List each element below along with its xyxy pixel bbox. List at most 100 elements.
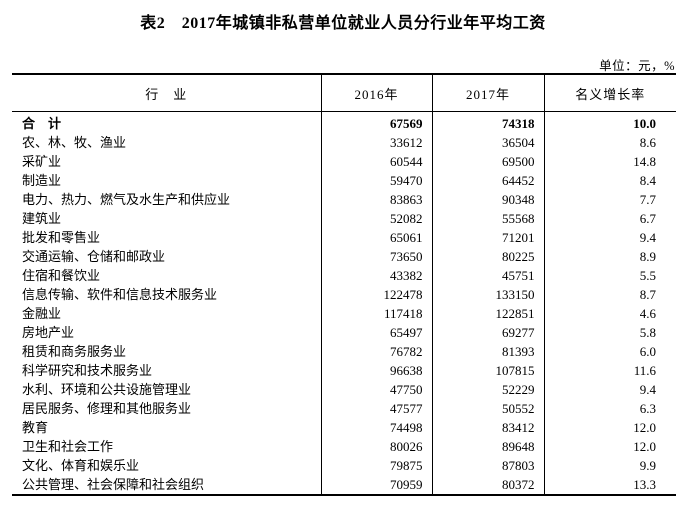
value-2016-cell: 59470 [321,171,433,190]
industry-cell: 制造业 [12,171,322,190]
value-2017-cell: 52229 [432,380,545,399]
industry-cell: 住宿和餐饮业 [12,266,322,285]
table-row: 住宿和餐饮业 43382 45751 5.5 [12,266,676,285]
industry-cell: 文化、体育和娱乐业 [12,456,322,475]
table-row: 租赁和商务服务业 76782 81393 6.0 [12,342,676,361]
value-2016-cell: 65497 [321,323,433,342]
value-2016-cell: 47577 [321,399,433,418]
value-2017-cell: 55568 [432,209,545,228]
industry-cell: 批发和零售业 [12,228,322,247]
growth-rate-cell: 6.0 [639,344,656,359]
table-body: 合 计 67569 74318 10.0 农、林、牧、渔业 33612 36504 8.6 采矿… [12,111,676,495]
growth-rate-cell: 8.9 [639,249,656,264]
value-2016-cell: 52082 [321,209,433,228]
growth-rate-cell: 5.5 [639,268,656,283]
table-row: 科学研究和技术服务业 96638 107815 11.6 [12,361,676,380]
industry-cell: 科学研究和技术服务业 [12,361,322,380]
industry-cell: 租赁和商务服务业 [12,342,322,361]
table-row: 采矿业 60544 69500 14.8 [12,152,676,171]
value-2016-cell: 70959 [321,475,433,495]
table-row: 水利、环境和公共设施管理业 47750 52229 9.4 [12,380,676,399]
wage-table: 行 业 2016年 2017年 名义增长率 合 计 67569 74318 10.0 农… [12,73,676,496]
value-2017-cell: 83412 [432,418,545,437]
value-2017-cell: 45751 [432,266,545,285]
value-2017-cell: 107815 [432,361,545,380]
industry-cell: 采矿业 [12,152,322,171]
table-row: 金融业 117418 122851 4.6 [12,304,676,323]
growth-rate-cell: 9.4 [639,230,656,245]
table-title: 表2 2017年城镇非私营单位就业人员分行业年平均工资 [140,15,546,32]
value-2017-cell: 36504 [432,133,545,152]
table-row: 卫生和社会工作 80026 89648 12.0 [12,437,676,456]
column-header-2016: 2016年 [321,74,433,112]
industry-cell: 水利、环境和公共设施管理业 [12,380,322,399]
unit-note: 单位：元，% [599,59,675,73]
industry-cell: 房地产业 [12,323,322,342]
value-2017-cell: 74318 [432,111,545,133]
value-2017-cell: 133150 [432,285,545,304]
value-2017-cell: 90348 [432,190,545,209]
growth-rate-cell: 11.6 [633,363,656,378]
value-2016-cell: 96638 [321,361,433,380]
table-header-row: 行 业 2016年 2017年 名义增长率 [12,74,676,112]
table-row: 交通运输、仓储和邮政业 73650 80225 8.9 [12,247,676,266]
value-2016-cell: 33612 [321,133,433,152]
industry-cell: 公共管理、社会保障和社会组织 [12,475,322,495]
value-2017-cell: 64452 [432,171,545,190]
value-2016-cell: 83863 [321,190,433,209]
value-2016-cell: 74498 [321,418,433,437]
table-row: 批发和零售业 65061 71201 9.4 [12,228,676,247]
value-2016-cell: 67569 [321,111,433,133]
table-row: 制造业 59470 64452 8.4 [12,171,676,190]
value-2016-cell: 60544 [321,152,433,171]
table-row: 居民服务、修理和其他服务业 47577 50552 6.3 [12,399,676,418]
table-row: 信息传输、软件和信息技术服务业 122478 133150 8.7 [12,285,676,304]
column-header-industry: 行 业 [12,74,322,112]
industry-cell: 电力、热力、燃气及水生产和供应业 [12,190,322,209]
table-row: 电力、热力、燃气及水生产和供应业 83863 90348 7.7 [12,190,676,209]
value-2017-cell: 89648 [432,437,545,456]
growth-rate-cell: 4.6 [639,306,656,321]
value-2017-cell: 122851 [432,304,545,323]
growth-rate-cell: 13.3 [633,477,656,492]
growth-rate-cell: 9.9 [639,458,656,473]
growth-rate-cell: 8.7 [639,287,656,302]
value-2016-cell: 80026 [321,437,433,456]
column-header-2017: 2017年 [432,74,545,112]
column-header-growth: 名义增长率 [544,74,676,112]
industry-cell: 建筑业 [12,209,322,228]
industry-cell: 信息传输、软件和信息技术服务业 [12,285,322,304]
table-row: 合 计 67569 74318 10.0 [12,111,676,133]
industry-cell: 金融业 [12,304,322,323]
growth-rate-cell: 6.3 [639,401,656,416]
table-row: 文化、体育和娱乐业 79875 87803 9.9 [12,456,676,475]
industry-cell: 农、林、牧、渔业 [12,133,322,152]
growth-rate-cell: 12.0 [633,439,656,454]
value-2016-cell: 65061 [321,228,433,247]
table-row: 房地产业 65497 69277 5.8 [12,323,676,342]
value-2016-cell: 43382 [321,266,433,285]
value-2016-cell: 117418 [321,304,433,323]
growth-rate-cell: 10.0 [633,116,656,131]
value-2016-cell: 73650 [321,247,433,266]
growth-rate-cell: 8.6 [639,135,656,150]
industry-cell: 交通运输、仓储和邮政业 [12,247,322,266]
value-2017-cell: 87803 [432,456,545,475]
value-2016-cell: 79875 [321,456,433,475]
industry-cell: 卫生和社会工作 [12,437,322,456]
industry-cell: 居民服务、修理和其他服务业 [12,399,322,418]
value-2017-cell: 50552 [432,399,545,418]
value-2016-cell: 47750 [321,380,433,399]
value-2017-cell: 80225 [432,247,545,266]
industry-cell: 合 计 [12,111,322,133]
value-2017-cell: 81393 [432,342,545,361]
table-row: 农、林、牧、渔业 33612 36504 8.6 [12,133,676,152]
value-2016-cell: 76782 [321,342,433,361]
industry-cell: 教育 [12,418,322,437]
growth-rate-cell: 9.4 [639,382,656,397]
growth-rate-cell: 12.0 [633,420,656,435]
growth-rate-cell: 6.7 [639,211,656,226]
table-row: 建筑业 52082 55568 6.7 [12,209,676,228]
growth-rate-cell: 7.7 [639,192,656,207]
